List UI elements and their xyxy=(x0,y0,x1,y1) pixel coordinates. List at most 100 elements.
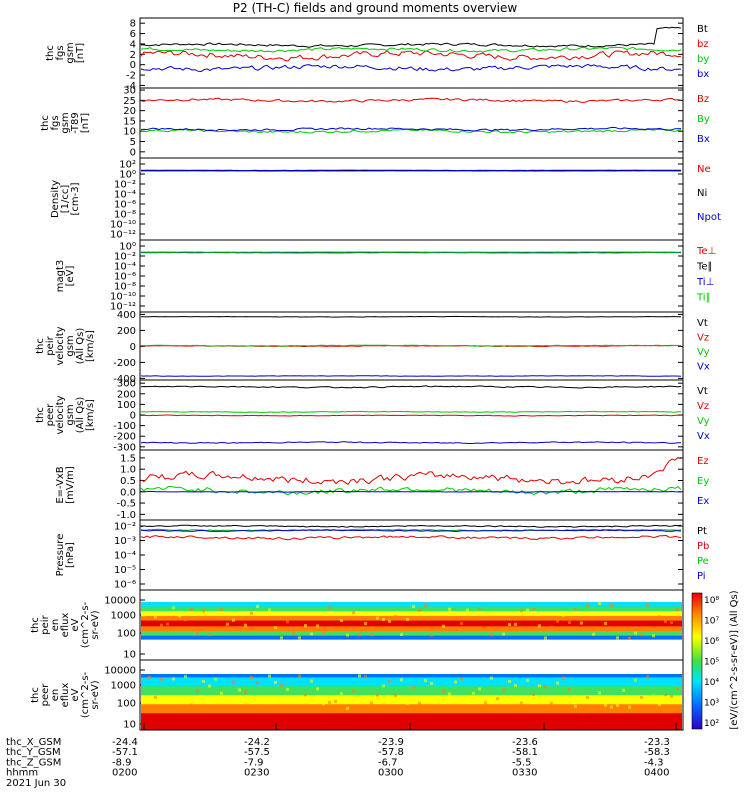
ephemeris-value: -7.9 xyxy=(244,757,264,768)
flux-cell xyxy=(532,607,535,611)
flux-cell xyxy=(568,687,571,691)
flux-cell xyxy=(220,608,223,612)
y-axis-label: thc xyxy=(30,687,41,703)
y-tick-label: 10⁻¹⁰ xyxy=(110,292,136,303)
series-by xyxy=(140,46,682,53)
flux-cell xyxy=(274,626,277,630)
y-tick-label: 2 xyxy=(130,50,136,61)
y-axis-label: eflux xyxy=(60,683,71,708)
flux-cell xyxy=(454,680,457,684)
y-tick-label: 10000 xyxy=(104,666,136,677)
colorbar-tick-label: 10² xyxy=(704,719,719,729)
y-axis-label: en xyxy=(50,619,61,632)
y-axis-label: gsm xyxy=(60,112,71,133)
flux-cell xyxy=(604,703,607,707)
flux-cell xyxy=(202,609,205,613)
ephemeris-row-label: thc_Z_GSM xyxy=(6,757,61,768)
y-axis-label: en xyxy=(50,689,61,702)
y-axis-label: Density xyxy=(50,180,61,218)
legend-Pb: Pb xyxy=(697,541,709,552)
flux-cell xyxy=(370,633,373,637)
y-tick-label: 10⁻⁸ xyxy=(114,210,136,221)
colorbar-tick-label: 10⁴ xyxy=(704,678,719,688)
y-tick-label: 300 xyxy=(117,379,136,390)
y-tick-label: 10⁻⁴ xyxy=(114,262,136,273)
flux-cell xyxy=(424,604,427,608)
legend-Ne: Ne xyxy=(697,164,711,175)
y-tick-label: -1.0 xyxy=(116,510,136,521)
colorbar: 10⁸ 10⁷ 10⁶ 10⁵ 10⁴ 10³ 10² [eV/(cm^2-s-sr-eV)]… xyxy=(691,590,740,730)
y-axis-label: peer xyxy=(45,403,56,427)
flux-cell xyxy=(154,615,157,619)
series-Bz xyxy=(140,97,682,103)
flux-cell xyxy=(646,675,649,679)
y-axis-label: gsm xyxy=(65,42,76,63)
ephemeris-value: -24.4 xyxy=(112,737,138,748)
flux-cell xyxy=(430,633,433,637)
y-axis-label: [nT] xyxy=(80,113,91,133)
flux-cell xyxy=(496,697,499,701)
flux-cell xyxy=(586,604,589,608)
flux-cell xyxy=(568,620,571,624)
y-tick-label: 0 xyxy=(130,60,136,71)
flux-cell xyxy=(358,633,361,637)
flux-cell xyxy=(340,619,343,623)
legend-Vt: Vt xyxy=(697,318,708,329)
ephemeris-value: -23.9 xyxy=(378,737,404,748)
flux-cell xyxy=(652,634,655,638)
flux-cell xyxy=(442,689,445,693)
flux-cell xyxy=(322,702,325,706)
flux-cell xyxy=(484,701,487,705)
y-axis-label: thc xyxy=(30,617,41,633)
flux-cell xyxy=(226,622,229,626)
flux-cell xyxy=(556,619,559,623)
panel-peer_en_eflux: 10000 1000 100 10 thc peer en eflux eV (cm^2-s-sr… xyxy=(30,659,684,731)
flux-cell xyxy=(442,624,445,628)
flux-band xyxy=(141,602,682,608)
flux-cell xyxy=(406,701,409,705)
flux-cell xyxy=(520,609,523,613)
y-tick-label: 100 xyxy=(117,400,136,411)
flux-cell xyxy=(298,674,301,678)
flux-cell xyxy=(268,674,271,678)
y-axis-label: thc xyxy=(40,115,51,131)
flux-cell xyxy=(586,695,589,699)
flux-cell xyxy=(472,691,475,695)
y-tick-label: 1000 xyxy=(111,681,136,692)
flux-cell xyxy=(382,684,385,688)
flux-cell xyxy=(166,622,169,626)
flux-cell xyxy=(628,636,631,640)
colorbar-tick-label: 10⁵ xyxy=(704,658,719,668)
y-tick-label: 10⁻⁸ xyxy=(114,282,136,293)
y-axis-label: eflux xyxy=(60,613,71,638)
flux-cell xyxy=(514,622,517,626)
flux-cell xyxy=(160,623,163,627)
flux-cell xyxy=(574,607,577,611)
colorbar-scale xyxy=(691,592,703,730)
flux-cell xyxy=(466,695,469,699)
y-tick-label: 10 xyxy=(123,650,136,661)
flux-band xyxy=(141,611,682,617)
panel-frame xyxy=(139,239,684,313)
ephemeris-value: -57.8 xyxy=(378,747,404,758)
y-tick-label: 10⁻² xyxy=(114,180,136,191)
ephemeris-value: 0230 xyxy=(244,768,269,779)
y-axis-label: velocity xyxy=(55,326,66,365)
flux-cell xyxy=(430,682,433,686)
series-Pi xyxy=(140,529,682,533)
flux-cell xyxy=(658,702,661,706)
flux-cell xyxy=(676,608,679,612)
ephemeris-value: -57.1 xyxy=(112,747,138,758)
y-axis-label: (cm^2-s- xyxy=(80,671,91,718)
flux-cell xyxy=(376,616,379,620)
series-bz xyxy=(140,50,682,62)
flux-cell xyxy=(670,694,673,698)
flux-cell xyxy=(544,685,547,689)
flux-cell xyxy=(172,606,175,610)
flux-cell xyxy=(550,701,553,705)
y-tick-label: 8 xyxy=(130,19,136,30)
flux-cell xyxy=(508,679,511,683)
ephemeris-value: -6.7 xyxy=(378,757,398,768)
y-axis-label: E=-VxB xyxy=(55,466,66,503)
